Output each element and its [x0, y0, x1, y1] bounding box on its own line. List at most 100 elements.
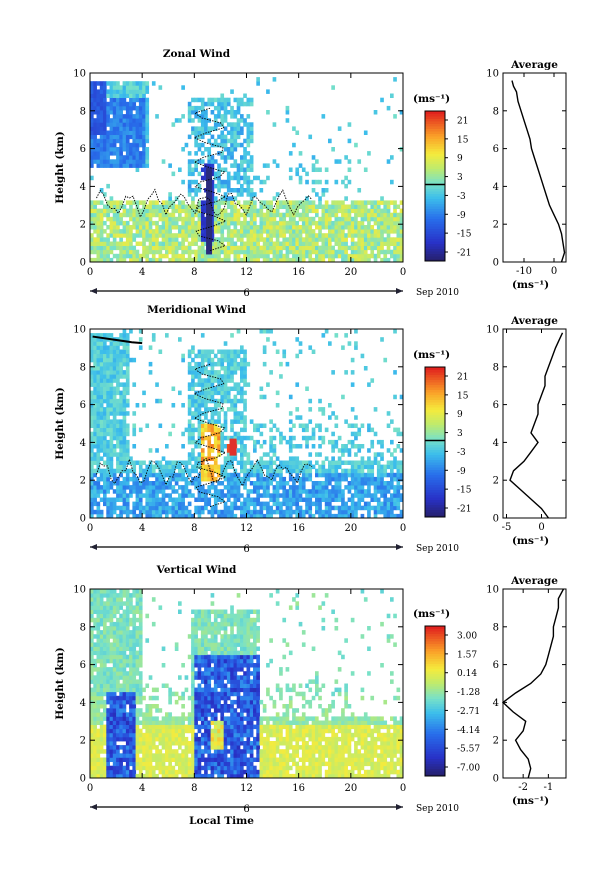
- heatmap-cell: [393, 253, 397, 259]
- heatmap-cell: [266, 225, 270, 230]
- heatmap-cell: [318, 509, 322, 515]
- heatmap-cell: [240, 357, 244, 363]
- heatmap-cell: [230, 216, 234, 222]
- heatmap-cell: [187, 167, 192, 173]
- heatmap-cell: [253, 513, 257, 519]
- heatmap-cell: [122, 704, 127, 709]
- heatmap-cell: [106, 630, 110, 635]
- heatmap-cell: [308, 229, 313, 234]
- heatmap-cell: [99, 249, 104, 255]
- heatmap-cell: [194, 382, 198, 387]
- heatmap-cell: [240, 241, 244, 247]
- heatmap-cell: [106, 683, 110, 689]
- heatmap-cell: [135, 118, 140, 123]
- heatmap-cell: [204, 366, 208, 371]
- heatmap-cell: [301, 225, 306, 230]
- heatmap-cell: [109, 658, 114, 664]
- heatmap-cell: [272, 509, 277, 515]
- heatmap-cell: [168, 485, 172, 490]
- heatmap-cell: [129, 663, 133, 668]
- colorbar-band: [425, 146, 445, 149]
- heatmap-cell: [184, 142, 189, 148]
- heatmap-cell: [145, 159, 150, 164]
- heatmap-cell: [259, 468, 264, 474]
- heatmap-cell: [122, 97, 127, 103]
- heatmap-cell: [354, 485, 358, 490]
- heatmap-cell: [393, 501, 397, 507]
- heatmap-cell: [200, 225, 205, 230]
- heatmap-cell: [383, 513, 388, 519]
- heatmap-cell: [275, 427, 280, 433]
- heatmap-cell: [383, 505, 388, 511]
- heatmap-cell: [119, 353, 123, 359]
- heatmap-cell: [354, 509, 358, 515]
- heatmap-cell: [305, 460, 309, 466]
- heatmap-cell: [93, 142, 97, 148]
- heatmap-cell: [194, 439, 198, 445]
- heatmap-cell: [132, 708, 137, 713]
- heatmap-cell: [315, 249, 319, 255]
- heatmap-cell: [145, 505, 150, 511]
- heatmap-cell: [197, 216, 202, 222]
- heatmap-cell: [285, 439, 290, 445]
- heatmap-cell: [272, 233, 277, 238]
- heatmap-cell: [129, 601, 133, 606]
- heatmap-cell: [217, 204, 221, 210]
- heatmap-cell: [112, 732, 117, 738]
- heatmap-cell: [292, 493, 296, 498]
- heatmap-cell: [256, 493, 260, 498]
- colorbar-band: [425, 226, 445, 229]
- heatmap-cell: [116, 493, 120, 498]
- heatmap-cell: [233, 147, 238, 152]
- colorbar-band: [425, 181, 445, 184]
- heatmap-cell: [119, 147, 123, 152]
- heatmap-cell: [240, 464, 244, 470]
- heatmap-cell: [103, 761, 107, 767]
- heatmap-cell: [145, 253, 150, 259]
- heatmap-cell: [116, 225, 120, 230]
- heatmap-cell: [262, 505, 267, 511]
- heatmap-cell: [103, 671, 107, 676]
- heatmap-cell: [390, 93, 394, 99]
- heatmap-cell: [125, 427, 130, 433]
- heatmap-cell: [122, 431, 127, 437]
- heatmap-cell: [116, 732, 120, 738]
- heatmap-cell: [142, 472, 146, 478]
- heatmap-cell: [249, 163, 254, 168]
- heatmap-cell: [168, 237, 172, 242]
- colorbar-band: [425, 211, 445, 214]
- heatmap-cell: [275, 249, 280, 255]
- heatmap-cell: [93, 753, 97, 758]
- heatmap-cell: [109, 89, 114, 94]
- heatmap-cell: [380, 220, 384, 226]
- heatmap-cell: [129, 229, 133, 234]
- heatmap-cell: [256, 497, 260, 503]
- heatmap-cell: [103, 460, 107, 466]
- heatmap-cell: [122, 444, 127, 449]
- heatmap-cell: [236, 419, 241, 424]
- heatmap-cell: [112, 411, 117, 416]
- heatmap-cell: [324, 476, 329, 482]
- heatmap-cell: [256, 464, 260, 470]
- heatmap-cell: [236, 130, 241, 136]
- heatmap-cell: [197, 361, 202, 367]
- heatmap-cell: [213, 505, 218, 511]
- heatmap-cell: [311, 179, 316, 185]
- heatmap-cell: [337, 249, 342, 255]
- heatmap-cell: [161, 225, 166, 230]
- heatmap-cell: [360, 257, 365, 263]
- heatmap-cell: [148, 345, 153, 350]
- heatmap-cell: [217, 220, 221, 226]
- heatmap-cell: [138, 216, 143, 222]
- profile-y-tick-label: 8: [493, 106, 499, 117]
- heatmap-cell: [116, 110, 120, 115]
- heatmap-cell: [145, 257, 150, 263]
- heatmap-cell: [243, 403, 247, 408]
- heatmap-cell: [360, 208, 365, 214]
- heatmap-cell: [106, 468, 110, 474]
- heatmap-cell: [93, 386, 97, 392]
- heatmap-cell: [132, 237, 137, 242]
- heatmap-cell: [116, 630, 120, 635]
- heatmap-cell: [376, 245, 381, 251]
